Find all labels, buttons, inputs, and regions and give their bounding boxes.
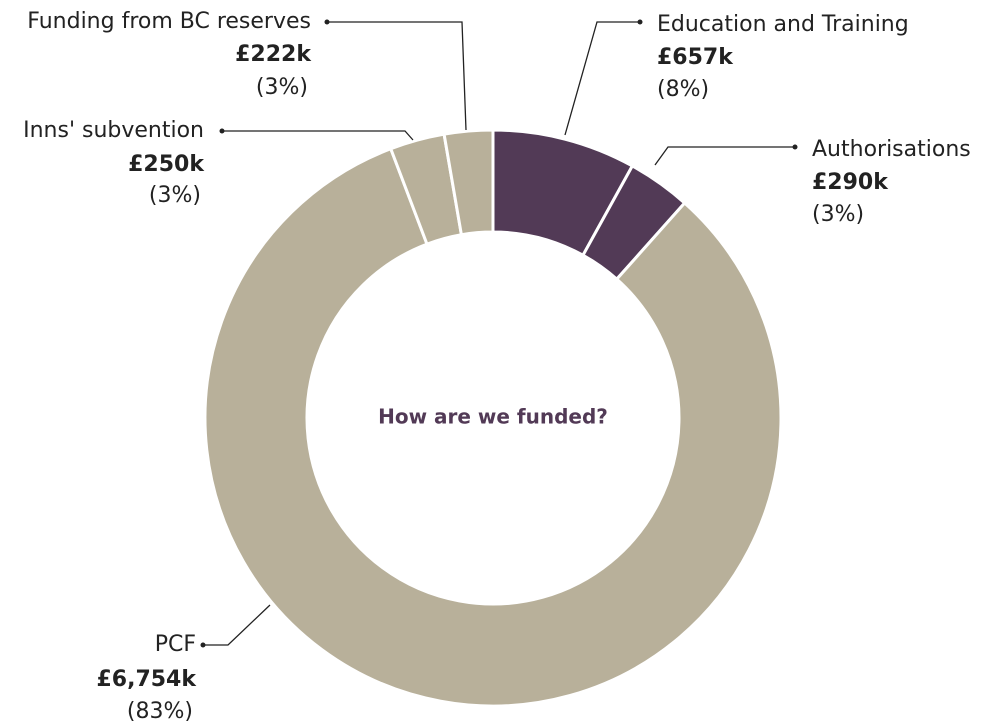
value-label: £290k [812, 170, 889, 195]
leader-line [203, 604, 271, 646]
value-label: £250k [128, 152, 205, 177]
slice-label: Inns' subvention [23, 118, 204, 143]
donut-slice [203, 146, 783, 708]
leader-dot [219, 128, 225, 134]
slice-label: Education and Training [657, 12, 909, 37]
leader-dot [637, 19, 643, 25]
slice-label: Authorisations [812, 137, 971, 162]
leader-line [654, 146, 795, 166]
slice-label: Funding from BC reserves [27, 9, 311, 34]
leader-dot [324, 19, 330, 25]
value-label: £657k [657, 45, 734, 70]
leader-line [222, 130, 414, 141]
value-label: £6,754k [96, 667, 197, 692]
percent-label: (8%) [657, 77, 709, 102]
percent-label: (3%) [812, 202, 864, 227]
leader-dot [200, 642, 206, 648]
percent-label: (83%) [127, 699, 193, 724]
percent-label: (3%) [149, 183, 201, 208]
value-label: £222k [235, 42, 312, 67]
leader-line [327, 21, 467, 131]
leader-dot [792, 144, 798, 150]
center-text: How are we funded? [378, 405, 608, 429]
donut-slice [442, 128, 495, 237]
slice-label: PCF [155, 632, 196, 657]
leader-line [564, 21, 640, 136]
percent-label: (3%) [256, 75, 308, 100]
